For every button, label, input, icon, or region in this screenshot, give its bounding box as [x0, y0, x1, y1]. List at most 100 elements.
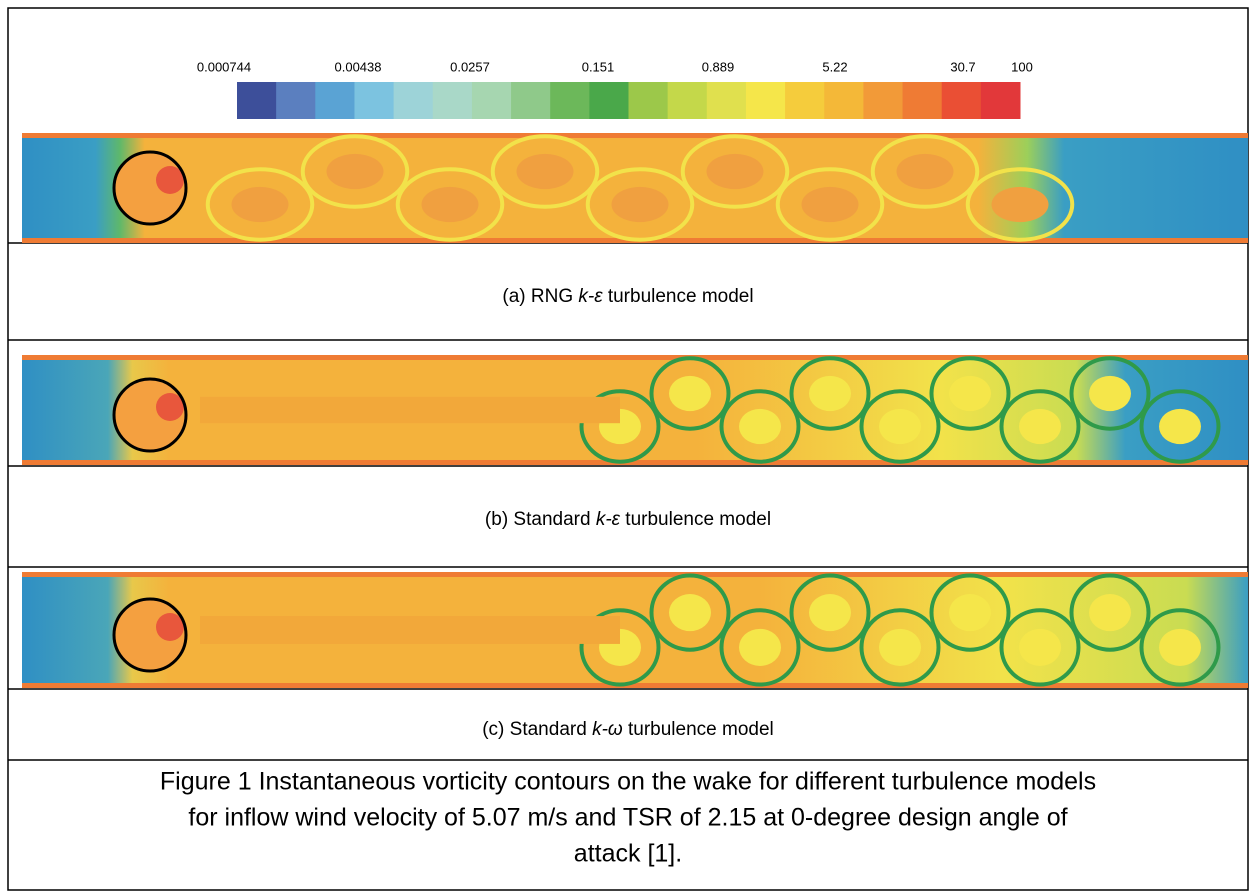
colorbar-swatch: [785, 82, 825, 119]
vortex-edge: [1069, 356, 1151, 431]
vortex-edge: [929, 356, 1011, 431]
colorbar-label: 0.000744: [197, 59, 251, 74]
colorbar-swatch: [354, 82, 395, 119]
vortex-edge: [205, 167, 315, 242]
colorbar-label: 0.0257: [450, 59, 490, 74]
vortex-core: [421, 186, 479, 223]
caption-prefix: (a) RNG: [502, 286, 578, 307]
vortex-core: [879, 628, 921, 666]
figure-caption-line: attack [1].: [574, 840, 682, 868]
vortex-edge: [300, 134, 410, 209]
colorbar-swatch: [941, 82, 982, 119]
wall-band: [22, 355, 1248, 360]
wall-band: [22, 683, 1248, 688]
vortex-core: [326, 153, 384, 190]
colorbar-swatch: [980, 82, 1021, 119]
colorbar-swatch: [276, 82, 316, 119]
vortex-core: [669, 375, 711, 412]
colorbar-swatch: [824, 82, 864, 119]
colorbar-swatch: [550, 82, 590, 119]
colorbar: 0.000744 0.00438 0.0257 0.151 0.889 5.22 30.7 1…: [197, 59, 1033, 119]
vortex-core: [739, 408, 781, 445]
wake-core: [200, 396, 620, 424]
vortex-core: [1159, 408, 1201, 445]
figure-caption-line: for inflow wind velocity of 5.07 m/s and…: [188, 804, 1067, 832]
rotor-shear: [156, 393, 184, 421]
colorbar-swatch: [237, 82, 277, 119]
vortex-edge: [579, 389, 661, 464]
wall-band: [22, 460, 1248, 465]
vortex-core: [949, 594, 991, 632]
caption-prefix: (c) Standard: [482, 719, 592, 740]
vortex-core: [706, 153, 764, 190]
caption-suffix: turbulence model: [620, 509, 771, 530]
colorbar-label: 0.889: [702, 59, 735, 74]
colorbar-label: 0.00438: [335, 59, 382, 74]
figure-caption-line: Figure 1 Instantaneous vorticity contour…: [160, 768, 1096, 796]
rotor: [112, 377, 188, 453]
vortex-core: [1089, 594, 1131, 632]
vortex-edge: [1139, 389, 1221, 464]
colorbar-swatch: [628, 82, 669, 119]
colorbar-label: 5.22: [822, 59, 847, 74]
vortex-core: [669, 594, 711, 632]
vortex-core: [1089, 375, 1131, 412]
colorbar-swatch: [589, 82, 629, 119]
vortex-core: [1019, 628, 1061, 666]
vortex-core: [739, 628, 781, 666]
vortex-edge: [789, 573, 871, 652]
caption-prefix: (b) Standard: [485, 509, 596, 530]
vortex-edge: [719, 389, 801, 464]
rotor-shear: [156, 166, 184, 194]
contour-panels: (a) RNG k-ε turbulence model (b) Standard…: [22, 133, 1248, 740]
panel-caption: (a) RNG k-ε turbulence model: [502, 286, 753, 307]
colorbar-swatch: [863, 82, 904, 119]
vortex-core: [991, 186, 1049, 223]
colorbar-swatch: [432, 82, 473, 119]
colorbar-swatch: [511, 82, 551, 119]
vortex-core: [1019, 408, 1061, 445]
vortex-edge: [965, 167, 1075, 242]
panel-caption: (c) Standard k-ω turbulence model: [482, 719, 774, 740]
vortex-edge: [789, 356, 871, 431]
caption-symbol: ε: [594, 286, 603, 307]
vortex-core: [1159, 628, 1201, 666]
vortex-edge: [859, 608, 941, 687]
colorbar-swatch: [315, 82, 355, 119]
vortex-core: [896, 153, 954, 190]
colorbar-swatch: [471, 82, 512, 119]
contour-image: [22, 355, 1248, 465]
colorbar-label: 0.151: [582, 59, 615, 74]
vortex-core: [879, 408, 921, 445]
colorbar-swatch: [706, 82, 747, 119]
vortex-edge: [999, 608, 1081, 687]
vortex-edge: [649, 356, 731, 431]
colorbar-swatch: [667, 82, 708, 119]
vortex-edge: [719, 608, 801, 687]
vortex-edge: [649, 573, 731, 652]
contour-image: [22, 133, 1248, 243]
wall-band: [22, 133, 1248, 138]
wall-band: [22, 572, 1248, 577]
vortex-edge: [585, 167, 695, 242]
vortex-edge: [929, 573, 1011, 652]
rotor: [112, 150, 188, 226]
rotor-shear: [156, 613, 184, 641]
vortex-edge: [999, 389, 1081, 464]
caption-symbol: ω: [608, 719, 623, 740]
caption-suffix: turbulence model: [603, 286, 754, 307]
panel-caption: (b) Standard k-ε turbulence model: [485, 509, 771, 530]
vortex-edge: [1139, 608, 1221, 687]
vortex-core: [809, 594, 851, 632]
vortex-edge: [870, 134, 980, 209]
colorbar-label: 30.7: [950, 59, 975, 74]
vortex-core: [516, 153, 574, 190]
vortex-core: [231, 186, 289, 223]
vortex-core: [801, 186, 859, 223]
vortex-core: [949, 375, 991, 412]
colorbar-label: 100: [1011, 59, 1033, 74]
vortex-edge: [680, 134, 790, 209]
colorbar-swatch: [393, 82, 434, 119]
contour-image: [22, 572, 1248, 688]
